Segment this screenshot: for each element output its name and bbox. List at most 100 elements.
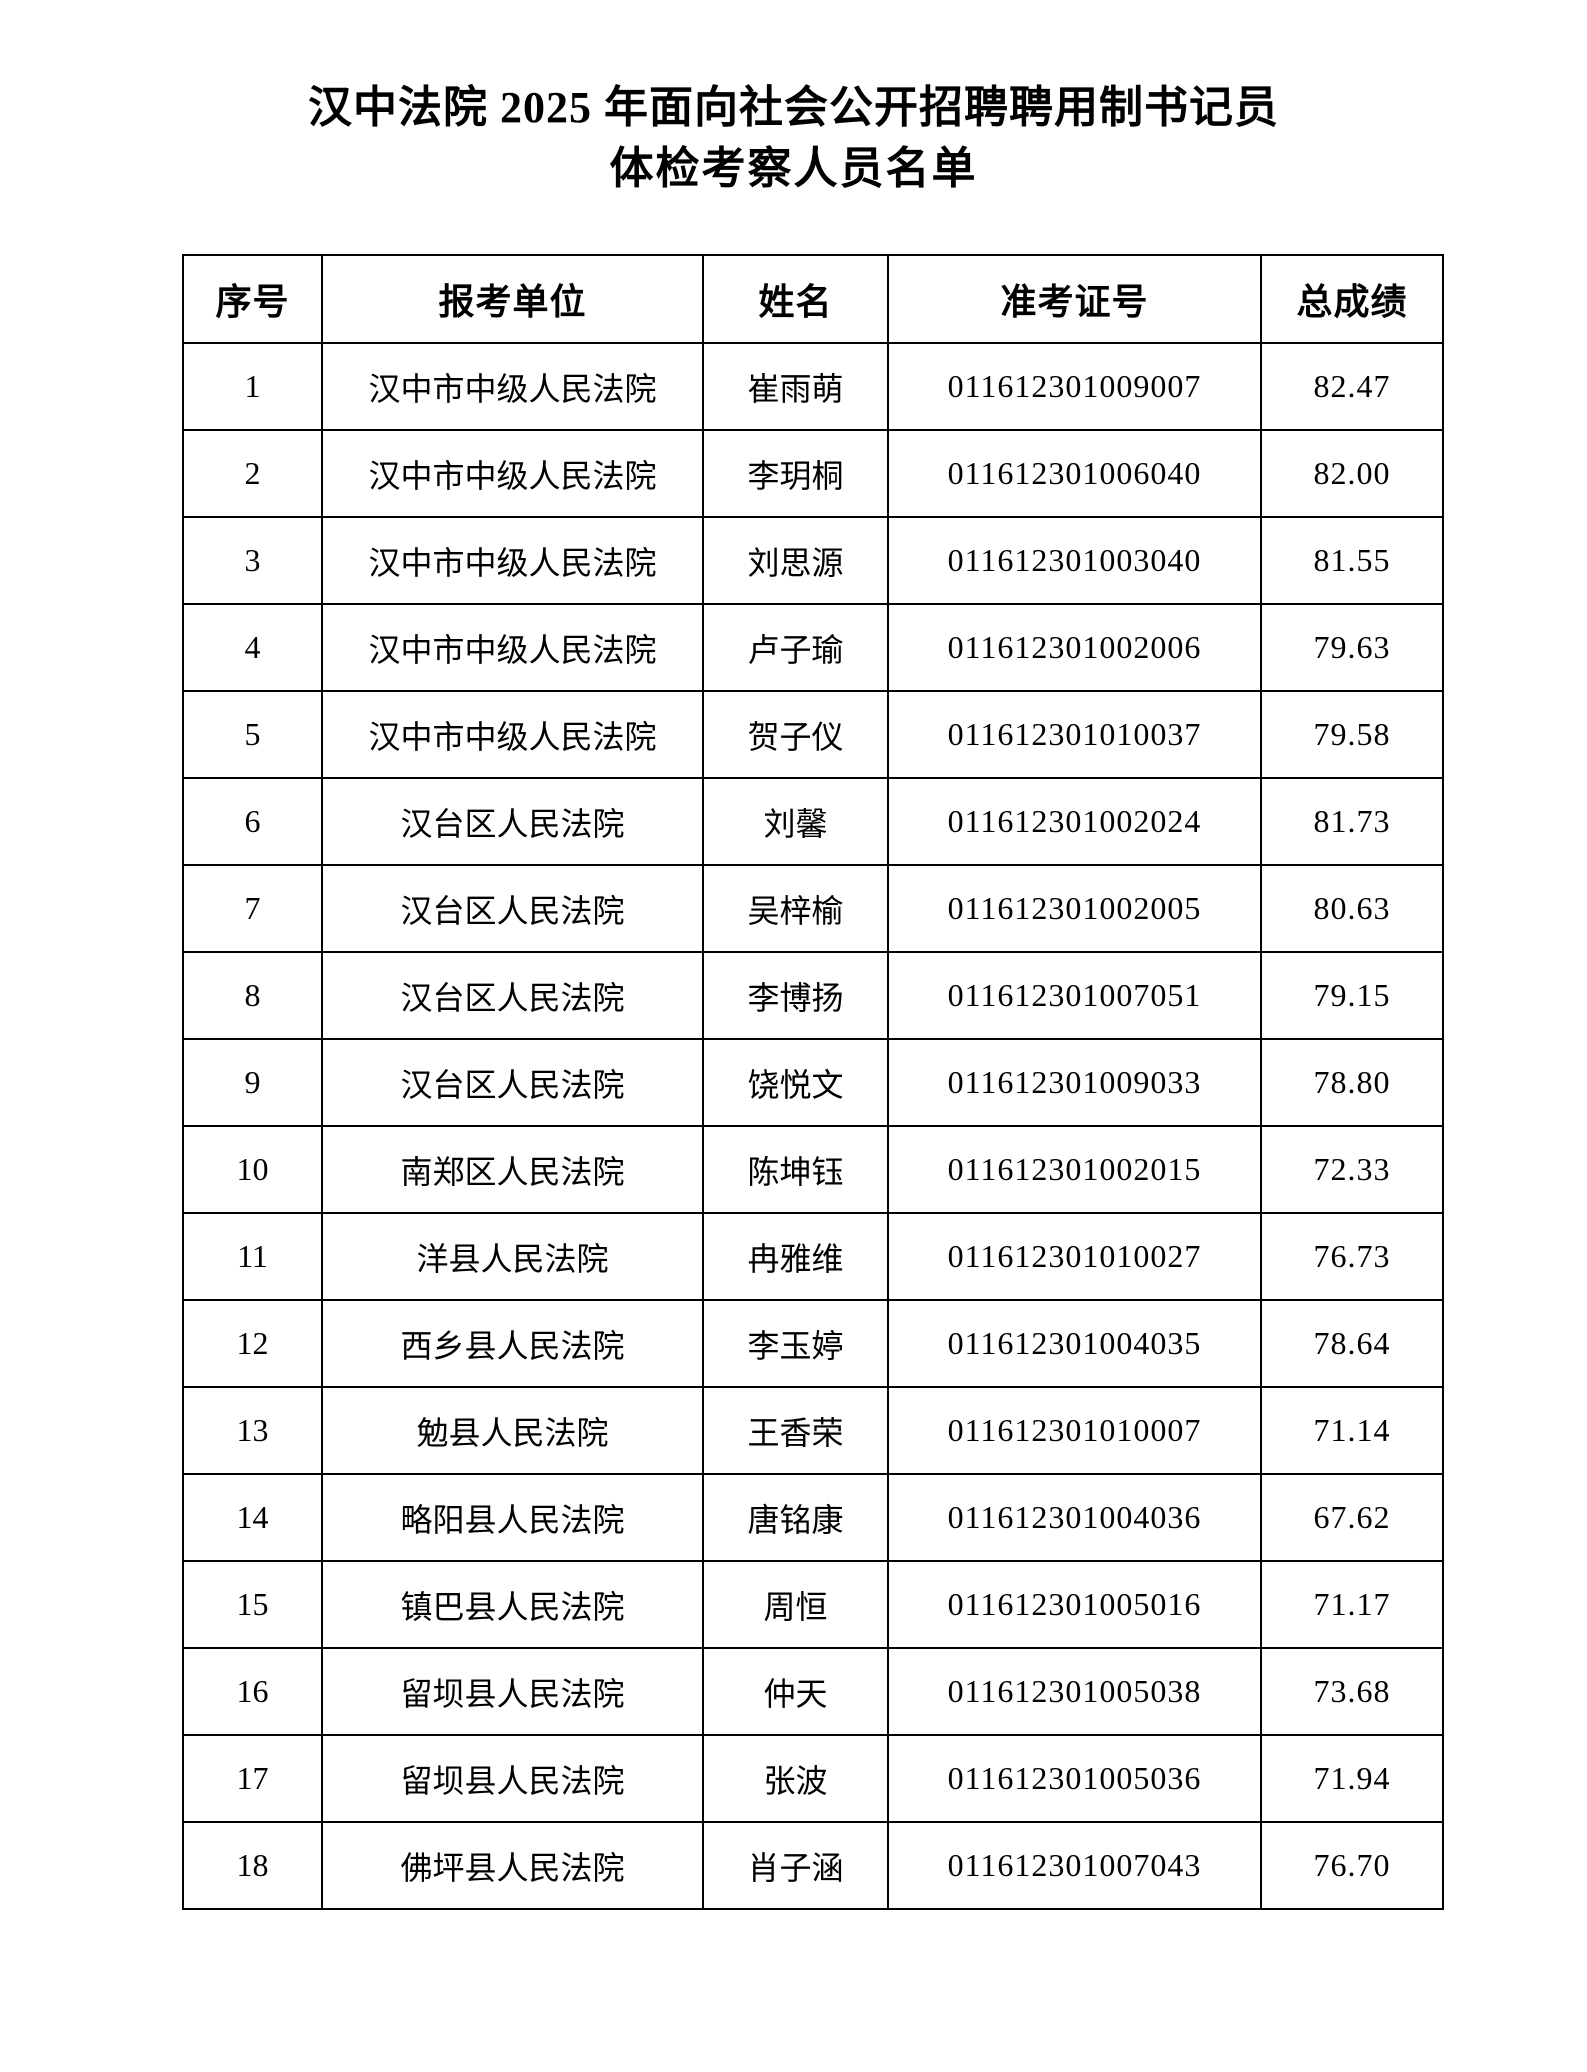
cell-candidate-name: 李玉婷: [702, 1299, 889, 1388]
header-candidate-name: 姓名: [702, 254, 889, 344]
cell-candidate-name: 贺子仪: [702, 690, 889, 779]
cell-applied-unit: 汉中市中级人民法院: [321, 690, 704, 779]
table-row: 12 西乡县人民法院 李玉婷 011612301004035 78.64: [182, 1299, 1444, 1388]
cell-serial-number: 16: [182, 1647, 323, 1736]
table-row: 9 汉台区人民法院 饶悦文 011612301009033 78.80: [182, 1038, 1444, 1127]
cell-serial-number: 15: [182, 1560, 323, 1649]
table-row: 8 汉台区人民法院 李博扬 011612301007051 79.15: [182, 951, 1444, 1040]
cell-candidate-name: 卢子瑜: [702, 603, 889, 692]
cell-applied-unit: 汉台区人民法院: [321, 777, 704, 866]
cell-serial-number: 14: [182, 1473, 323, 1562]
cell-score: 76.70: [1260, 1821, 1444, 1910]
cell-applied-unit: 汉台区人民法院: [321, 1038, 704, 1127]
cell-applied-unit: 南郑区人民法院: [321, 1125, 704, 1214]
cell-serial-number: 1: [182, 342, 323, 431]
cell-candidate-name: 崔雨萌: [702, 342, 889, 431]
cell-candidate-name: 饶悦文: [702, 1038, 889, 1127]
table-row: 10 南郑区人民法院 陈坤钰 011612301002015 72.33: [182, 1125, 1444, 1214]
header-total-score: 总成绩: [1260, 254, 1444, 344]
cell-applied-unit: 汉中市中级人民法院: [321, 342, 704, 431]
cell-candidate-name: 唐铭康: [702, 1473, 889, 1562]
cell-serial-number: 8: [182, 951, 323, 1040]
cell-score: 71.14: [1260, 1386, 1444, 1475]
cell-candidate-name: 刘馨: [702, 777, 889, 866]
candidates-table: 序号 报考单位 姓名 准考证号 总成绩 1 汉中市中级人民法院 崔雨萌 0116123…: [182, 254, 1444, 1910]
cell-score: 81.55: [1260, 516, 1444, 605]
cell-ticket-number: 011612301002015: [887, 1125, 1262, 1214]
cell-serial-number: 18: [182, 1821, 323, 1910]
table-row: 3 汉中市中级人民法院 刘思源 011612301003040 81.55: [182, 516, 1444, 605]
cell-candidate-name: 陈坤钰: [702, 1125, 889, 1214]
document-title-line2: 体检考察人员名单: [609, 144, 978, 193]
cell-serial-number: 4: [182, 603, 323, 692]
cell-applied-unit: 留坝县人民法院: [321, 1734, 704, 1823]
cell-serial-number: 13: [182, 1386, 323, 1475]
cell-applied-unit: 略阳县人民法院: [321, 1473, 704, 1562]
cell-serial-number: 2: [182, 429, 323, 518]
table-body: 1 汉中市中级人民法院 崔雨萌 011612301009007 82.47 2 汉中市中级人…: [182, 342, 1444, 1910]
cell-score: 78.64: [1260, 1299, 1444, 1388]
cell-applied-unit: 留坝县人民法院: [321, 1647, 704, 1736]
cell-score: 79.58: [1260, 690, 1444, 779]
cell-candidate-name: 李博扬: [702, 951, 889, 1040]
cell-applied-unit: 勉县人民法院: [321, 1386, 704, 1475]
cell-ticket-number: 011612301007051: [887, 951, 1262, 1040]
cell-serial-number: 6: [182, 777, 323, 866]
cell-score: 82.47: [1260, 342, 1444, 431]
table-row: 2 汉中市中级人民法院 李玥桐 011612301006040 82.00: [182, 429, 1444, 518]
table-row: 13 勉县人民法院 王香荣 011612301010007 71.14: [182, 1386, 1444, 1475]
cell-candidate-name: 吴梓榆: [702, 864, 889, 953]
cell-score: 79.15: [1260, 951, 1444, 1040]
cell-applied-unit: 汉中市中级人民法院: [321, 603, 704, 692]
table-row: 14 略阳县人民法院 唐铭康 011612301004036 67.62: [182, 1473, 1444, 1562]
cell-candidate-name: 李玥桐: [702, 429, 889, 518]
cell-ticket-number: 011612301010007: [887, 1386, 1262, 1475]
cell-score: 76.73: [1260, 1212, 1444, 1301]
cell-score: 78.80: [1260, 1038, 1444, 1127]
cell-serial-number: 17: [182, 1734, 323, 1823]
cell-ticket-number: 011612301004035: [887, 1299, 1262, 1388]
cell-applied-unit: 汉台区人民法院: [321, 951, 704, 1040]
cell-serial-number: 11: [182, 1212, 323, 1301]
cell-score: 71.94: [1260, 1734, 1444, 1823]
cell-ticket-number: 011612301002006: [887, 603, 1262, 692]
cell-score: 73.68: [1260, 1647, 1444, 1736]
cell-score: 72.33: [1260, 1125, 1444, 1214]
table-row: 4 汉中市中级人民法院 卢子瑜 011612301002006 79.63: [182, 603, 1444, 692]
cell-candidate-name: 刘思源: [702, 516, 889, 605]
cell-applied-unit: 汉中市中级人民法院: [321, 516, 704, 605]
cell-candidate-name: 王香荣: [702, 1386, 889, 1475]
cell-serial-number: 9: [182, 1038, 323, 1127]
cell-ticket-number: 011612301009007: [887, 342, 1262, 431]
header-ticket-number: 准考证号: [887, 254, 1262, 344]
cell-score: 71.17: [1260, 1560, 1444, 1649]
header-applied-unit: 报考单位: [321, 254, 704, 344]
table-row: 17 留坝县人民法院 张波 011612301005036 71.94: [182, 1734, 1444, 1823]
cell-applied-unit: 汉中市中级人民法院: [321, 429, 704, 518]
cell-ticket-number: 011612301005038: [887, 1647, 1262, 1736]
cell-applied-unit: 洋县人民法院: [321, 1212, 704, 1301]
cell-applied-unit: 镇巴县人民法院: [321, 1560, 704, 1649]
cell-candidate-name: 肖子涵: [702, 1821, 889, 1910]
cell-candidate-name: 周恒: [702, 1560, 889, 1649]
cell-score: 67.62: [1260, 1473, 1444, 1562]
cell-score: 81.73: [1260, 777, 1444, 866]
cell-ticket-number: 011612301009033: [887, 1038, 1262, 1127]
cell-candidate-name: 仲天: [702, 1647, 889, 1736]
table-row: 6 汉台区人民法院 刘馨 011612301002024 81.73: [182, 777, 1444, 866]
cell-ticket-number: 011612301005036: [887, 1734, 1262, 1823]
table-row: 5 汉中市中级人民法院 贺子仪 011612301010037 79.58: [182, 690, 1444, 779]
cell-ticket-number: 011612301006040: [887, 429, 1262, 518]
cell-ticket-number: 011612301002005: [887, 864, 1262, 953]
table-row: 16 留坝县人民法院 仲天 011612301005038 73.68: [182, 1647, 1444, 1736]
table-row: 7 汉台区人民法院 吴梓榆 011612301002005 80.63: [182, 864, 1444, 953]
table-row: 15 镇巴县人民法院 周恒 011612301005016 71.17: [182, 1560, 1444, 1649]
cell-serial-number: 10: [182, 1125, 323, 1214]
cell-applied-unit: 佛坪县人民法院: [321, 1821, 704, 1910]
cell-applied-unit: 西乡县人民法院: [321, 1299, 704, 1388]
cell-ticket-number: 011612301004036: [887, 1473, 1262, 1562]
header-serial-number: 序号: [182, 254, 323, 344]
cell-applied-unit: 汉台区人民法院: [321, 864, 704, 953]
cell-ticket-number: 011612301002024: [887, 777, 1262, 866]
